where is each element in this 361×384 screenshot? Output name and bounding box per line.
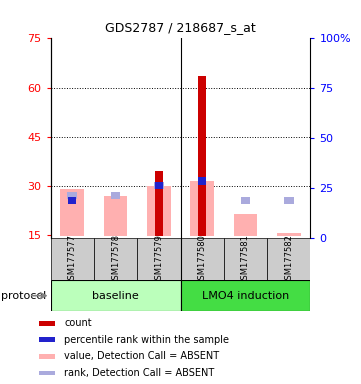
Text: GSM177581: GSM177581	[241, 234, 250, 285]
Title: GDS2787 / 218687_s_at: GDS2787 / 218687_s_at	[105, 22, 256, 35]
Text: GSM177577: GSM177577	[68, 234, 77, 285]
Text: value, Detection Call = ABSENT: value, Detection Call = ABSENT	[64, 351, 219, 361]
FancyBboxPatch shape	[224, 238, 267, 280]
FancyBboxPatch shape	[94, 238, 137, 280]
Bar	[39, 321, 55, 326]
Bar	[155, 182, 163, 189]
Bar	[190, 181, 214, 237]
Bar	[39, 371, 55, 376]
Bar	[284, 197, 293, 204]
Text: count: count	[64, 318, 92, 328]
FancyBboxPatch shape	[267, 238, 310, 280]
Bar	[111, 192, 120, 199]
Bar	[198, 177, 206, 185]
FancyBboxPatch shape	[51, 238, 94, 280]
Bar	[39, 337, 55, 342]
FancyBboxPatch shape	[180, 280, 310, 311]
Bar	[68, 197, 76, 204]
Bar	[60, 189, 84, 237]
FancyBboxPatch shape	[137, 238, 180, 280]
Bar	[39, 354, 55, 359]
Bar	[104, 195, 127, 237]
Bar	[155, 171, 163, 237]
FancyBboxPatch shape	[51, 280, 180, 311]
Bar	[241, 197, 250, 204]
Bar	[147, 186, 171, 237]
Text: protocol: protocol	[1, 291, 46, 301]
Text: LMO4 induction: LMO4 induction	[202, 291, 289, 301]
Text: percentile rank within the sample: percentile rank within the sample	[64, 335, 229, 345]
Bar	[68, 192, 77, 199]
Bar	[154, 182, 164, 189]
Text: GSM177582: GSM177582	[284, 234, 293, 285]
Text: GSM177580: GSM177580	[198, 234, 206, 285]
Bar	[277, 233, 301, 237]
Bar	[198, 76, 206, 237]
Text: rank, Detection Call = ABSENT: rank, Detection Call = ABSENT	[64, 368, 214, 378]
FancyBboxPatch shape	[180, 238, 224, 280]
Text: GSM177578: GSM177578	[111, 234, 120, 285]
Bar	[234, 214, 257, 237]
Text: baseline: baseline	[92, 291, 139, 301]
Text: GSM177579: GSM177579	[155, 234, 163, 285]
